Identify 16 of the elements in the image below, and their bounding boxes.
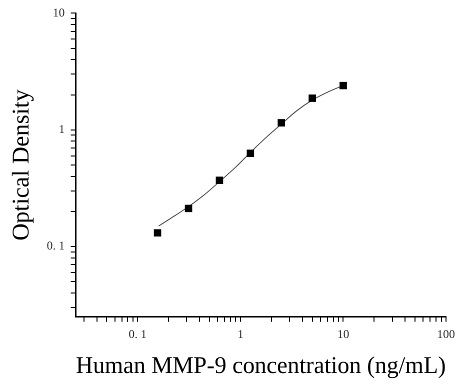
point <box>246 150 254 157</box>
x-tick-label: 10 <box>337 327 350 342</box>
point <box>154 229 162 237</box>
x-tick-label: 1 <box>237 327 244 342</box>
y-tick-label: 0. 1 <box>46 238 65 253</box>
point <box>278 119 286 126</box>
x-axis-title: Human MMP-9 concentration (ng/mL) <box>76 352 446 379</box>
y-tick-label: 1 <box>58 122 65 136</box>
point <box>184 204 192 212</box>
point <box>340 82 347 90</box>
x-tick-label: 0. 1 <box>128 327 147 342</box>
x-tick-label: 100 <box>437 327 455 342</box>
point <box>308 94 316 102</box>
y-tick-label: 10 <box>52 5 65 20</box>
point <box>216 176 224 184</box>
y-axis-title: Optical Density <box>8 89 35 241</box>
